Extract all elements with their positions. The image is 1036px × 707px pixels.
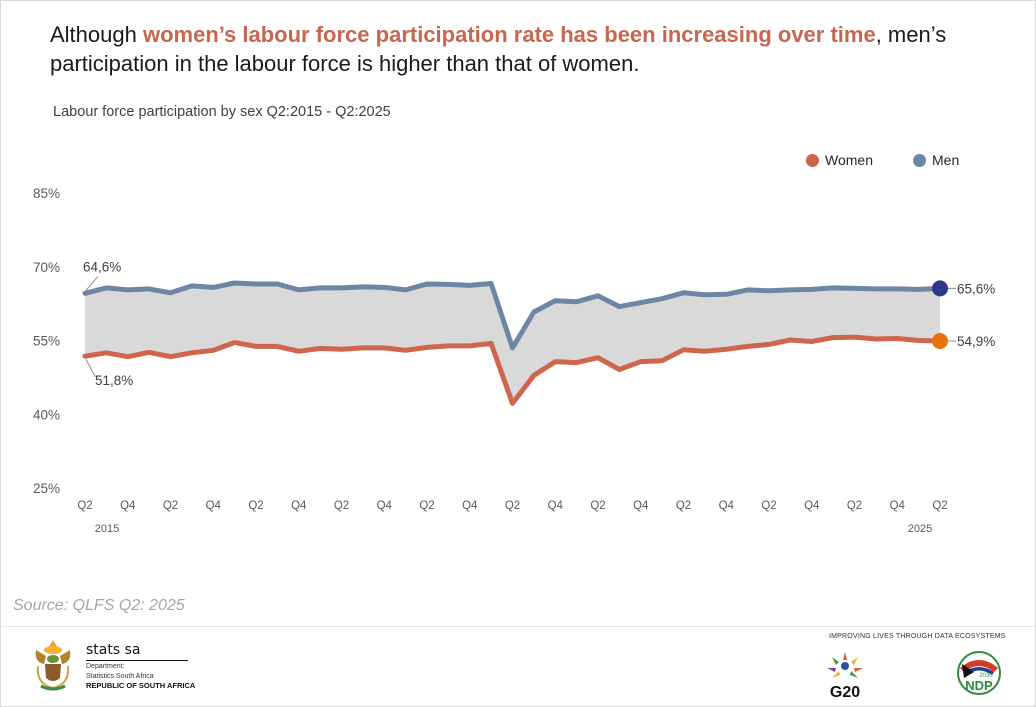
x-tick-label: Q2 xyxy=(590,500,605,512)
dept-line-1: Department: xyxy=(86,663,125,670)
x-tick-label: Q4 xyxy=(462,500,478,512)
x-tick-label: Q2 xyxy=(163,500,178,512)
x-tick-label: Q4 xyxy=(890,500,906,512)
chart-subtitle: Labour force participation by sex Q2:201… xyxy=(53,104,391,120)
org-name: stats sa xyxy=(86,642,188,661)
series-line-women xyxy=(82,334,943,406)
line-chart: 85% 70% 55% 40% 25% 64,6% 51,8% 65,6% 54,9% Q2 Q4 Q… xyxy=(33,186,995,535)
annotation-label-men-end: 65,6% xyxy=(957,281,995,296)
x-tick-label: Q2 xyxy=(248,500,263,512)
y-tick-label: 55% xyxy=(33,334,60,349)
x-tick-label: Q4 xyxy=(120,500,136,512)
footer-tagline: IMPROVING LIVES THROUGH DATA ECOSYSTEMS xyxy=(829,633,1006,640)
stats-sa-logo: stats sa Department: Statistics South Af… xyxy=(32,636,195,694)
legend-item-men[interactable]: Men xyxy=(913,152,959,168)
headline: Although women’s labour force participat… xyxy=(50,20,1010,78)
footer-divider xyxy=(0,626,1036,627)
y-tick-label: 85% xyxy=(33,186,60,201)
x-tick-label: Q2 xyxy=(334,500,349,512)
y-tick-label: 40% xyxy=(33,407,60,422)
source-note: Source: QLFS Q2: 2025 xyxy=(13,597,185,614)
end-marker-men xyxy=(932,280,948,297)
g20-flower-icon xyxy=(827,652,863,678)
x-tick-label: Q2 xyxy=(932,500,947,512)
g20-logo: G20 xyxy=(827,652,863,701)
g20-text: G20 xyxy=(830,684,860,701)
ndp-text: NDP xyxy=(965,678,993,693)
legend-label-men: Men xyxy=(932,152,960,168)
x-tick-label: Q2 xyxy=(676,500,691,512)
x-tick-label: Q4 xyxy=(548,500,564,512)
legend-dot-women xyxy=(806,153,819,167)
x-tick-label: Q4 xyxy=(804,500,820,512)
legend-item-women[interactable]: Women xyxy=(806,152,873,168)
year-label: 2025 xyxy=(908,523,932,535)
legend-label-women: Women xyxy=(825,152,873,168)
legend-dot-men xyxy=(913,153,926,167)
annotation-leader-line xyxy=(85,358,101,377)
x-tick-label: Q4 xyxy=(377,500,393,512)
x-tick-label: Q4 xyxy=(633,500,649,512)
ndp-logo: 2030 NDP xyxy=(957,651,1001,695)
x-tick-label: Q4 xyxy=(719,500,735,512)
headline-prefix: Although xyxy=(50,22,143,47)
x-tick-label: Q2 xyxy=(847,500,862,512)
year-label: 2015 xyxy=(95,523,119,535)
dept-line-2: Statistics South Africa xyxy=(86,673,154,680)
annotation-leader-line xyxy=(85,275,99,291)
end-marker-women xyxy=(932,332,948,349)
y-tick-label: 70% xyxy=(33,260,60,275)
ndp-year: 2030 xyxy=(979,673,993,679)
y-tick-label: 25% xyxy=(33,481,60,496)
country-name: REPUBLIC OF SOUTH AFRICA xyxy=(86,681,196,690)
annotation-label-men-start: 64,6% xyxy=(83,259,121,274)
headline-highlight: women’s labour force participation rate … xyxy=(142,22,876,47)
x-tick-label: Q2 xyxy=(505,500,520,512)
annotation-label-women-start: 51,8% xyxy=(95,373,133,388)
annotation-label-women-end: 54,9% xyxy=(957,334,995,349)
x-tick-label: Q4 xyxy=(291,500,307,512)
x-tick-label: Q4 xyxy=(206,500,222,512)
x-tick-label: Q2 xyxy=(419,500,434,512)
series-line-men xyxy=(82,280,943,351)
headline-suffix: , men’s participation in the labour forc… xyxy=(50,22,947,76)
gap-area xyxy=(85,283,940,404)
x-tick-label: Q2 xyxy=(77,500,92,512)
x-tick-label: Q2 xyxy=(761,500,776,512)
coat-of-arms-icon xyxy=(35,640,71,691)
